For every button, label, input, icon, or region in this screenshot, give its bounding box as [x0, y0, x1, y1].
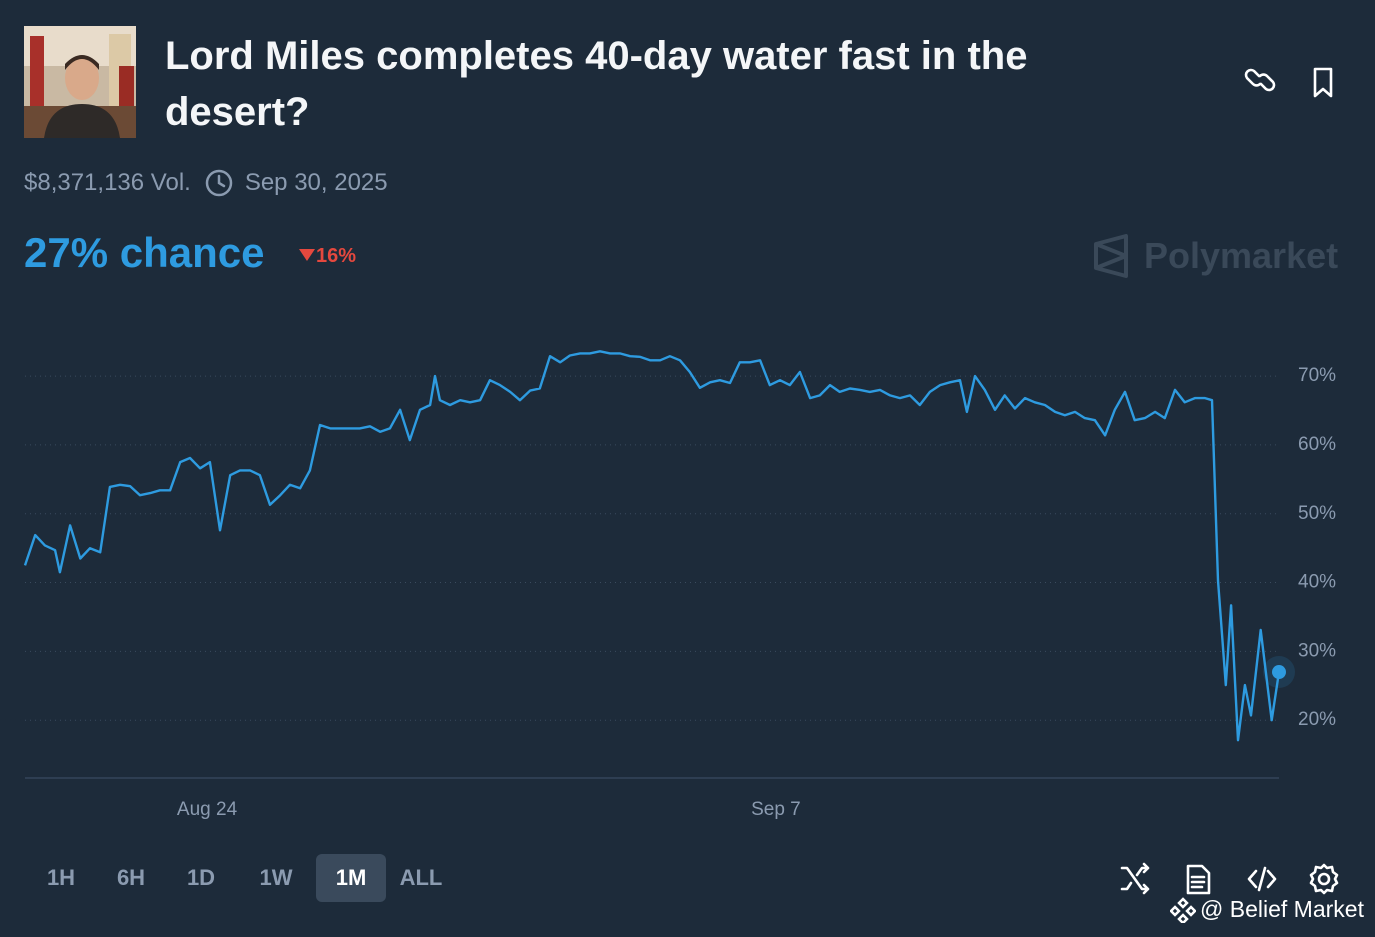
- watermark: @ Belief Market: [1170, 896, 1364, 923]
- brand-name: Polymarket: [1144, 235, 1339, 276]
- market-title: Lord Miles completes 40-day water fast i…: [165, 34, 1028, 134]
- range-button[interactable]: 1H: [46, 865, 76, 890]
- brand-logo: [1094, 234, 1128, 278]
- range-button[interactable]: 6H: [116, 865, 146, 890]
- chart-tools: [1120, 862, 1339, 895]
- range-button[interactable]: 1W: [259, 865, 293, 890]
- last-point: [1272, 665, 1286, 680]
- y-tick-label: 60%: [1298, 434, 1336, 455]
- price-line: [23, 350, 1281, 742]
- y-tick-label: 40%: [1298, 572, 1336, 593]
- bookmark-icon[interactable]: [1310, 66, 1340, 100]
- down-arrow: [299, 249, 315, 261]
- clock-icon: [205, 169, 233, 197]
- market-image: [24, 26, 136, 138]
- y-tick-label: 30%: [1298, 640, 1336, 661]
- change-value: 16%: [316, 245, 357, 267]
- y-tick-label: 70%: [1298, 365, 1336, 386]
- end-date: Sep 30, 2025: [244, 169, 388, 196]
- range-buttons: 1H 6H 1D 1W 1M ALL: [26, 854, 456, 902]
- watermark-text: @ Belief Market: [1200, 896, 1364, 922]
- embed-icon[interactable]: [1247, 866, 1277, 892]
- volume: $8,371,136 Vol.: [24, 169, 191, 196]
- change: 16%: [298, 245, 356, 268]
- copy-link-icon[interactable]: [1244, 64, 1280, 100]
- shuffle-icon[interactable]: [1120, 862, 1150, 895]
- market-meta: $8,371,136 Vol. Sep 30, 2025: [24, 168, 388, 198]
- document-icon[interactable]: [1186, 864, 1211, 895]
- settings-icon[interactable]: [1309, 863, 1339, 895]
- watermark-logo: [1170, 896, 1196, 923]
- chance: 27% chance: [24, 229, 265, 276]
- x-tick-label: Sep 7: [751, 799, 801, 820]
- y-tick-label: 20%: [1298, 709, 1336, 730]
- range-button[interactable]: 1M: [316, 854, 386, 902]
- range-button[interactable]: 1D: [186, 865, 216, 890]
- range-button[interactable]: ALL: [399, 865, 443, 890]
- brand: Polymarket: [1092, 234, 1338, 278]
- y-tick-label: 50%: [1298, 503, 1336, 524]
- x-tick-label: Aug 24: [177, 799, 238, 820]
